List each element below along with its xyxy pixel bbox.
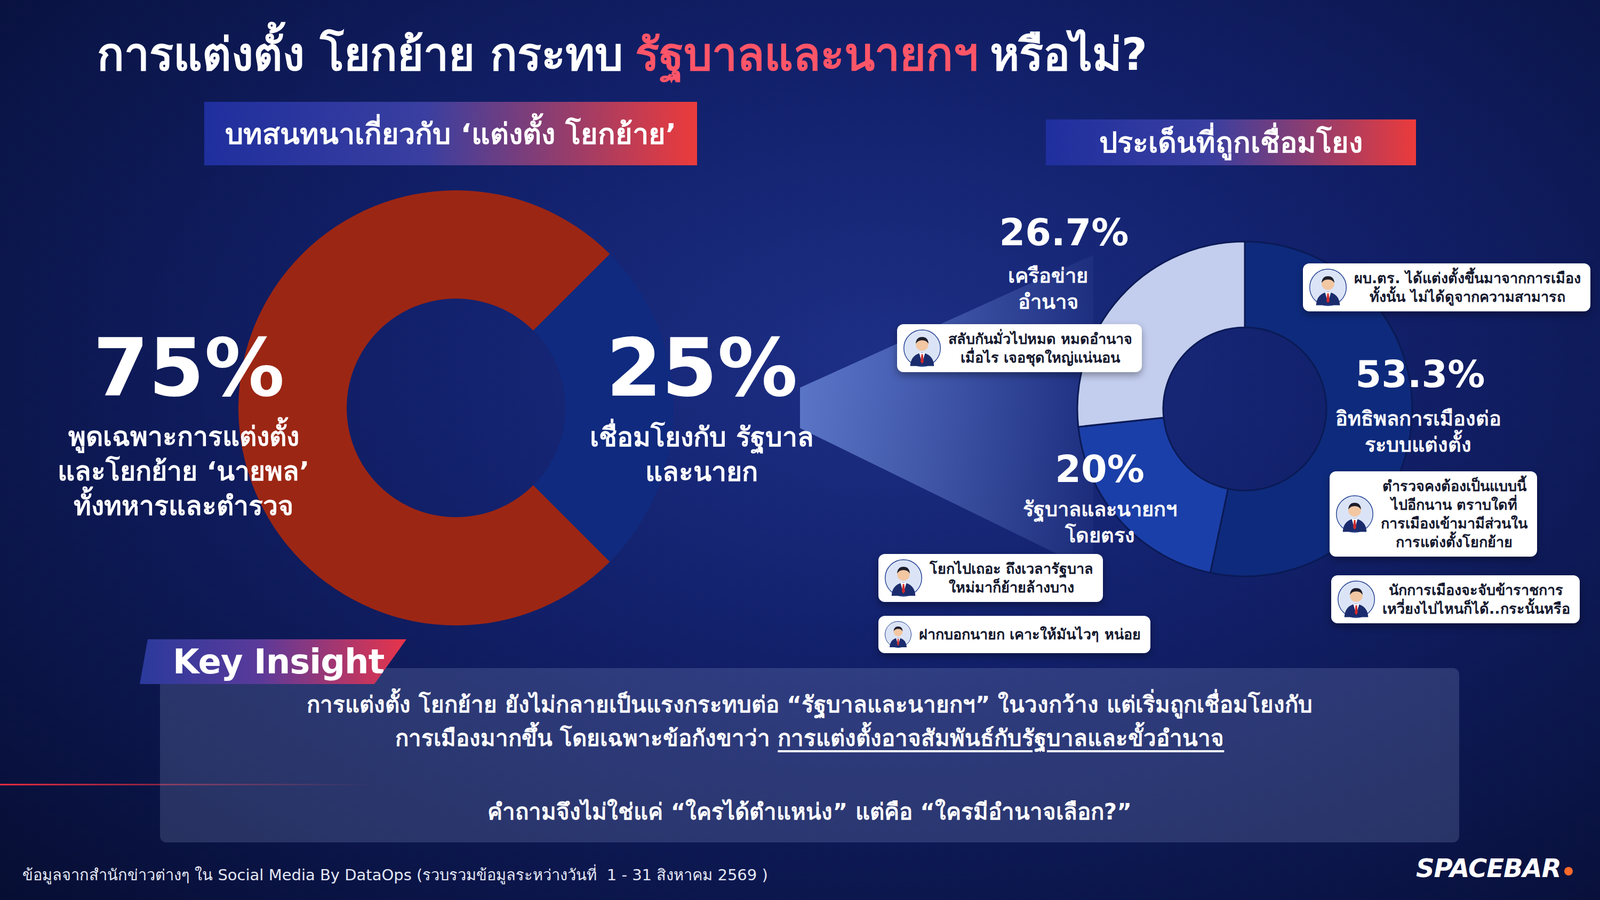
avatar-suit <box>910 352 935 366</box>
source-note: ข้อมูลจากสำนักข่าวต่างๆ ใน Social Media … <box>22 862 768 888</box>
avatar-bg <box>885 621 912 648</box>
avatar-shirt <box>896 638 901 646</box>
chart-title: บทสนทนาเกี่ยวกับ ‘แต่งตั้ง โยกย้าย’ <box>204 101 698 166</box>
brand-text: SPACEBAR <box>1416 853 1562 884</box>
avatar-tie <box>920 354 924 364</box>
avatar-hair <box>897 566 910 574</box>
avatar-tie <box>1326 293 1330 303</box>
avatar-icon <box>903 329 941 367</box>
quote-box: ตำรวจคงต้องเป็นแบบนี้ ไปอีกนาน ตราบใดที่… <box>1329 471 1538 557</box>
avatar-icon <box>1309 268 1347 307</box>
insight-question: คำถามจึงไม่ใช่แค่ “ใครได้ตำแหน่ง” แต่คือ… <box>306 795 1312 829</box>
quote-box: ฝากบอกนายก เคาะให้มันไวๆ หน่อย <box>878 616 1151 654</box>
avatar-icon <box>884 559 923 597</box>
data-label: 20% <box>1054 450 1145 488</box>
insight-line: การแต่งตั้ง โยกย้าย ยังไม่กลายเป็นแรงกระ… <box>306 688 1312 722</box>
insight-line: การเมืองมากขึ้น โดยเฉพาะข้อกังขาว่า <box>395 725 771 752</box>
avatar-tie <box>1353 520 1357 530</box>
avatar-hair <box>1348 502 1362 510</box>
category-label: พูดเฉพาะการแต่งตั้ง และโยกย้าย ‘นายพล’ ท… <box>57 419 310 524</box>
avatar-hair <box>893 626 903 632</box>
avatar-bg <box>1338 581 1375 619</box>
avatar-hair <box>915 337 929 344</box>
brand-logo: SPACEBAR <box>1416 853 1573 884</box>
avatar-icon <box>884 621 912 648</box>
insight-tag: Key Insight <box>139 639 407 685</box>
donut-slice <box>238 190 610 626</box>
insight-emphasis: การแต่งตั้งอาจสัมพันธ์กับรัฐบาลและขั้วอำ… <box>777 725 1224 752</box>
avatar-suit <box>1342 518 1367 533</box>
brand-dot <box>1564 867 1573 876</box>
category-label: อิทธิพลการเมืองต่อ ระบบแต่งตั้ง <box>1335 405 1502 459</box>
category-label: เชื่อมโยงกับ รัฐบาล และนายก <box>589 420 814 490</box>
avatar-suit <box>1344 603 1369 618</box>
data-label: 26.7% <box>999 213 1130 252</box>
quote-text: ตำรวจคงต้องเป็นแบบนี้ ไปอีกนาน ตราบใดที่… <box>1380 476 1528 552</box>
avatar-tie <box>1354 605 1358 615</box>
data-label: 25% <box>605 328 798 408</box>
quote-box: โยกไปเถอะ ถึงเวลารัฐบาล ใหม่มาก็ย้ายล้าง… <box>878 554 1103 603</box>
data-label: 53.3% <box>1355 355 1486 394</box>
title-highlight: รัฐบาลและนายกฯ <box>635 28 979 81</box>
chart-title: ประเด็นที่ถูกเชื่อมโยง <box>1045 119 1416 166</box>
title-part: หรือไม่? <box>989 28 1148 81</box>
avatar-suit <box>1316 291 1341 306</box>
quote-box: นักการเมืองจะจับข้าราชการ เหวี่ยงไปไหนก็… <box>1331 575 1580 624</box>
quote-text: โยกไปเถอะ ถึงเวลารัฐบาล ใหม่มาก็ย้ายล้าง… <box>929 559 1094 597</box>
quote-box: ผบ.ตร. ได้แต่งตั้งขึ้นมาจากการเมือง ทั้ง… <box>1302 263 1591 312</box>
avatar-hair <box>1321 276 1335 284</box>
quote-box: สลับกันมั่วไปหมด หมดอำนาจ เมื่อไร เจอชุด… <box>897 324 1142 373</box>
category-label: เครือข่าย อำนาจ <box>1008 262 1088 316</box>
donut-slice <box>1078 417 1229 573</box>
avatar-icon <box>1336 495 1374 533</box>
donut-chart <box>238 190 674 626</box>
quote-text: ฝากบอกนายก เคาะให้มันไวๆ หน่อย <box>918 625 1141 644</box>
title: การแต่งตั้ง โยกย้าย กระทบรัฐบาลและนายกฯห… <box>97 25 1148 84</box>
avatar-suit <box>889 637 907 648</box>
avatar-bg <box>1336 496 1374 533</box>
avatar-icon <box>1337 580 1375 619</box>
data-label: 75% <box>92 328 285 408</box>
avatar-tie <box>897 638 900 646</box>
avatar-tie <box>901 584 906 594</box>
avatar-suit <box>891 582 916 596</box>
category-label: รัฐบาลและนายกฯ โดยตรง <box>1022 496 1178 550</box>
quote-text: สลับกันมั่วไปหมด หมดอำนาจ เมื่อไร เจอชุด… <box>948 329 1133 367</box>
avatar-bg <box>1309 269 1347 307</box>
connector-wedge <box>800 254 1094 572</box>
title-part: การแต่งตั้ง โยกย้าย กระทบ <box>97 28 624 81</box>
avatar-bg <box>885 560 923 597</box>
quote-text: นักการเมืองจะจับข้าราชการ เหวี่ยงไปไหนก็… <box>1382 580 1571 619</box>
insight-line-wrap: การเมืองมากขึ้น โดยเฉพาะข้อกังขาว่าการแต… <box>306 721 1312 756</box>
donut-slice <box>533 254 674 563</box>
insight-text: การแต่งตั้ง โยกย้าย ยังไม่กลายเป็นแรงกระ… <box>306 688 1312 829</box>
avatar-hair <box>1349 588 1363 596</box>
quote-text: ผบ.ตร. ได้แต่งตั้งขึ้นมาจากการเมือง ทั้ง… <box>1354 268 1581 307</box>
avatar-bg <box>904 330 941 367</box>
